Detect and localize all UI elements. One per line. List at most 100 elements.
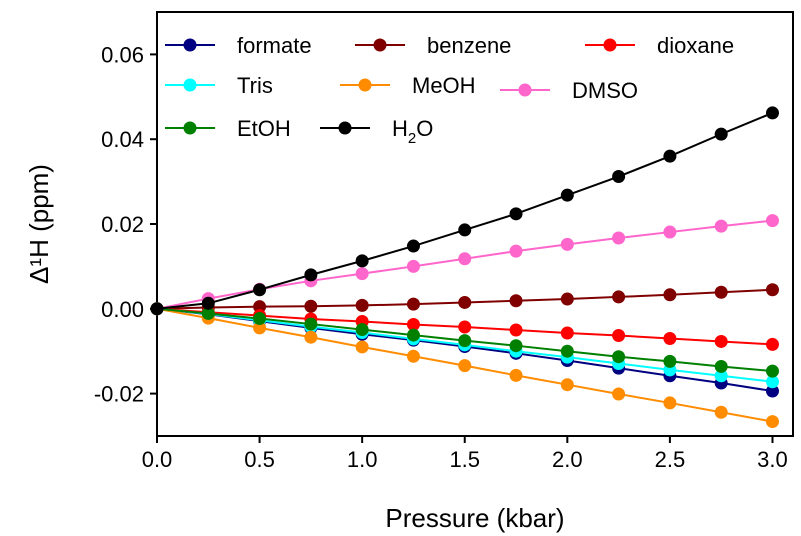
data-point [509,339,523,353]
data-point [406,317,420,331]
data-point [560,344,574,358]
legend-label: H2O [392,116,433,147]
series-etoh [150,302,779,378]
data-point [150,302,164,316]
data-point [509,244,523,258]
data-point [253,283,267,297]
data-point [663,149,677,163]
data-point [304,317,318,331]
y-axis-title: Δ¹H (ppm) [24,164,54,284]
legend-item-etoh: EtOH [165,116,291,141]
legend-label: DMSO [572,78,638,103]
legend-swatch-marker [183,121,197,135]
data-point [304,268,318,282]
legend-label: benzene [427,33,511,58]
data-point [458,334,472,348]
legend-label: dioxane [657,33,734,58]
data-point [355,340,369,354]
legend-item-meoh: MeOH [340,73,476,98]
legend-item-dioxane: dioxane [585,33,734,58]
legend: formate benzene dioxane Tris MeOH DMSO EtOH H2O [165,33,734,147]
series-group [150,106,779,429]
data-point [612,290,626,304]
data-point [560,326,574,340]
y-tick-label: 0.04 [101,127,144,152]
data-point [509,368,523,382]
data-point [201,306,215,320]
data-point [560,292,574,306]
data-point [663,331,677,345]
data-point [253,312,267,326]
data-point [355,298,369,312]
y-tick-label: 0.00 [101,297,144,322]
data-point [765,364,779,378]
legend-swatch-marker [338,121,352,135]
legend-item-formate: formate [165,33,312,58]
series-meoh [150,302,779,429]
x-tick-label: 0.0 [142,447,173,472]
legend-item-dmso: DMSO [500,78,638,103]
legend-item-h2o: H2O [320,116,433,147]
legend-swatch-marker [518,83,532,97]
data-point [355,323,369,337]
data-point [560,188,574,202]
data-point [509,207,523,221]
data-point [253,300,267,314]
data-point [612,350,626,364]
x-axis-title: Pressure (kbar) [385,503,564,533]
data-point [406,239,420,253]
series-dmso [150,214,779,316]
legend-item-benzene: benzene [355,33,511,58]
legend-swatch-marker [373,38,387,52]
data-point [458,223,472,237]
x-tick-label: 2.5 [655,447,686,472]
data-point [612,387,626,401]
data-point [304,299,318,313]
series-line-h2o [156,111,773,310]
data-point [765,283,779,297]
data-point [714,285,728,299]
data-point [663,354,677,368]
data-point [560,378,574,392]
legend-label: MeOH [412,73,476,98]
data-point [201,296,215,310]
legend-label: EtOH [237,116,291,141]
axis-ticks: 0.0 0.5 1.0 1.5 2.0 2.5 3.0 -0.02 0.00 0.02 0.04 0.… [94,42,788,472]
data-point [458,320,472,334]
data-point [714,405,728,419]
data-point [355,254,369,268]
data-point [663,288,677,302]
data-point [509,323,523,337]
data-point [253,321,267,335]
data-point [406,259,420,273]
data-point [304,330,318,344]
data-point [714,219,728,233]
x-tick-label: 1.5 [449,447,480,472]
legend-swatch-marker [183,78,197,92]
legend-label: Tris [237,73,273,98]
data-point [765,375,779,389]
data-point [612,170,626,184]
y-tick-label: 0.06 [101,42,144,67]
y-tick-label: 0.02 [101,212,144,237]
data-point [765,214,779,228]
data-point [612,329,626,343]
data-point [765,106,779,120]
data-point [509,294,523,308]
data-point [355,267,369,281]
legend-swatch-marker [358,78,372,92]
data-point [458,252,472,266]
data-point [406,297,420,311]
legend-swatch-marker [183,38,197,52]
x-tick-label: 3.0 [757,447,788,472]
data-point [765,337,779,351]
legend-label: formate [237,33,312,58]
data-point [560,237,574,251]
y-tick-label: -0.02 [94,382,144,407]
data-point [714,369,728,383]
data-point [612,231,626,245]
x-tick-label: 2.0 [552,447,583,472]
legend-swatch-marker [603,38,617,52]
data-point [663,396,677,410]
